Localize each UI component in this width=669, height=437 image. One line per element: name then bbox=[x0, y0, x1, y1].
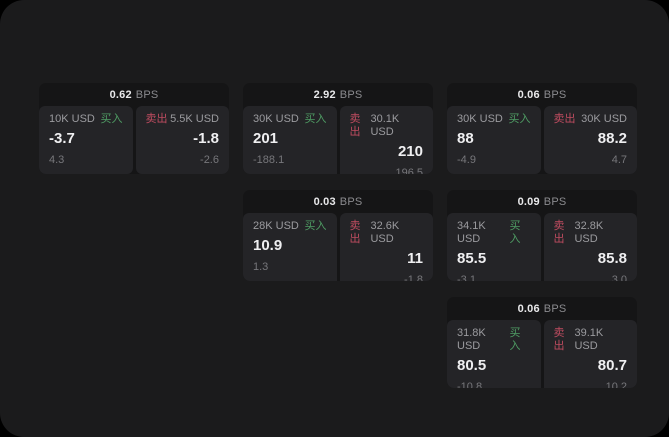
sell-delta: 196.5 bbox=[395, 167, 423, 174]
buy-label: 买入 bbox=[304, 113, 327, 125]
buy-price: 85.5 bbox=[457, 250, 487, 267]
sell-price: 85.8 bbox=[597, 250, 627, 267]
quote-card: 0.03 BPS 28K USD 买入 10.9 1.3 卖出 32.6K US… bbox=[243, 190, 433, 281]
sell-size: 32.8K USD bbox=[574, 220, 604, 245]
buy-quote-tile[interactable]: 10K USD 买入 -3.7 4.3 bbox=[39, 106, 133, 174]
spread-value: 0.09 bbox=[517, 195, 540, 208]
spread-unit: BPS bbox=[543, 302, 567, 315]
quote-card: 0.06 BPS 30K USD 买入 88 -4.9 卖出 30K USD bbox=[447, 83, 637, 174]
spread-header: 0.03 BPS bbox=[243, 190, 433, 213]
sell-quote-tile[interactable]: 卖出 32.8K USD 85.8 3.0 bbox=[543, 213, 637, 281]
spread-value: 0.06 bbox=[517, 88, 540, 101]
sell-quote-tile[interactable]: 卖出 32.6K USD 11 -1.8 bbox=[339, 213, 433, 281]
buy-delta: -3.1 bbox=[457, 274, 476, 281]
spread-header: 0.06 BPS bbox=[447, 297, 637, 320]
buy-quote-tile[interactable]: 30K USD 买入 201 -188.1 bbox=[243, 106, 337, 174]
buy-label: 买入 bbox=[508, 113, 531, 125]
sell-price: 210 bbox=[397, 143, 423, 160]
sell-size: 5.5K USD bbox=[170, 113, 219, 125]
sell-label: 卖出 bbox=[553, 220, 565, 245]
sell-delta: 4.7 bbox=[611, 154, 627, 166]
buy-delta: -4.9 bbox=[457, 154, 476, 166]
spread-unit: BPS bbox=[135, 88, 159, 101]
buy-size: 31.8K USD bbox=[457, 327, 486, 352]
sell-size: 30.1K USD bbox=[370, 113, 400, 138]
spread-header: 0.09 BPS bbox=[447, 190, 637, 213]
quote-grid: 0.62 BPS 10K USD 买入 -3.7 4.3 卖出 5.5K USD bbox=[39, 83, 637, 388]
sell-delta: 10.2 bbox=[605, 381, 627, 388]
sell-delta: 3.0 bbox=[611, 274, 627, 281]
quote-card: 2.92 BPS 30K USD 买入 201 -188.1 卖出 30.1K … bbox=[243, 83, 433, 174]
sell-size: 32.6K USD bbox=[370, 220, 400, 245]
buy-size: 30K USD bbox=[253, 113, 299, 125]
buy-delta: -10.8 bbox=[457, 381, 483, 388]
spread-value: 0.03 bbox=[313, 195, 336, 208]
sell-label: 卖出 bbox=[553, 113, 576, 125]
quote-card: 0.62 BPS 10K USD 买入 -3.7 4.3 卖出 5.5K USD bbox=[39, 83, 229, 174]
buy-delta: 1.3 bbox=[253, 261, 269, 273]
quote-card: 0.06 BPS 31.8K USD 买入 80.5 -10.8 卖出 39.1… bbox=[447, 297, 637, 388]
sell-price: 11 bbox=[407, 250, 423, 267]
spread-header: 0.06 BPS bbox=[447, 83, 637, 106]
buy-size: 34.1K USD bbox=[457, 220, 486, 245]
spread-unit: BPS bbox=[543, 195, 567, 208]
buy-quote-tile[interactable]: 30K USD 买入 88 -4.9 bbox=[447, 106, 541, 174]
spread-header: 2.92 BPS bbox=[243, 83, 433, 106]
sell-quote-tile[interactable]: 卖出 5.5K USD -1.8 -2.6 bbox=[135, 106, 229, 174]
buy-price: 10.9 bbox=[253, 237, 283, 254]
sell-label: 卖出 bbox=[145, 113, 168, 125]
buy-label: 买入 bbox=[509, 327, 521, 352]
sell-quote-tile[interactable]: 卖出 30K USD 88.2 4.7 bbox=[543, 106, 637, 174]
sell-price: -1.8 bbox=[193, 130, 219, 147]
sell-price: 80.7 bbox=[597, 357, 627, 374]
spread-unit: BPS bbox=[339, 195, 363, 208]
buy-size: 30K USD bbox=[457, 113, 503, 125]
spread-header: 0.62 BPS bbox=[39, 83, 229, 106]
buy-price: -3.7 bbox=[49, 130, 75, 147]
buy-size: 10K USD bbox=[49, 113, 95, 125]
buy-quote-tile[interactable]: 34.1K USD 买入 85.5 -3.1 bbox=[447, 213, 541, 281]
spread-unit: BPS bbox=[543, 88, 567, 101]
buy-label: 买入 bbox=[509, 220, 521, 245]
buy-label: 买入 bbox=[100, 113, 123, 125]
spread-value: 0.62 bbox=[109, 88, 132, 101]
quote-card: 0.09 BPS 34.1K USD 买入 85.5 -3.1 卖出 32.8K… bbox=[447, 190, 637, 281]
buy-price: 201 bbox=[253, 130, 279, 147]
sell-size: 39.1K USD bbox=[574, 327, 604, 352]
sell-quote-tile[interactable]: 卖出 39.1K USD 80.7 10.2 bbox=[543, 320, 637, 388]
buy-price: 80.5 bbox=[457, 357, 487, 374]
spread-value: 0.06 bbox=[517, 302, 540, 315]
sell-quote-tile[interactable]: 卖出 30.1K USD 210 196.5 bbox=[339, 106, 433, 174]
sell-delta: -2.6 bbox=[200, 154, 219, 166]
buy-delta: 4.3 bbox=[49, 154, 65, 166]
buy-price: 88 bbox=[457, 130, 474, 147]
spread-unit: BPS bbox=[339, 88, 363, 101]
buy-delta: -188.1 bbox=[253, 154, 285, 166]
buy-quote-tile[interactable]: 28K USD 买入 10.9 1.3 bbox=[243, 213, 337, 281]
sell-price: 88.2 bbox=[597, 130, 627, 147]
spread-value: 2.92 bbox=[313, 88, 336, 101]
sell-label: 卖出 bbox=[349, 220, 361, 245]
buy-size: 28K USD bbox=[253, 220, 299, 232]
buy-label: 买入 bbox=[304, 220, 327, 232]
sell-size: 30K USD bbox=[581, 113, 627, 125]
sell-delta: -1.8 bbox=[404, 274, 423, 281]
sell-label: 卖出 bbox=[553, 327, 565, 352]
buy-quote-tile[interactable]: 31.8K USD 买入 80.5 -10.8 bbox=[447, 320, 541, 388]
sell-label: 卖出 bbox=[349, 113, 361, 138]
